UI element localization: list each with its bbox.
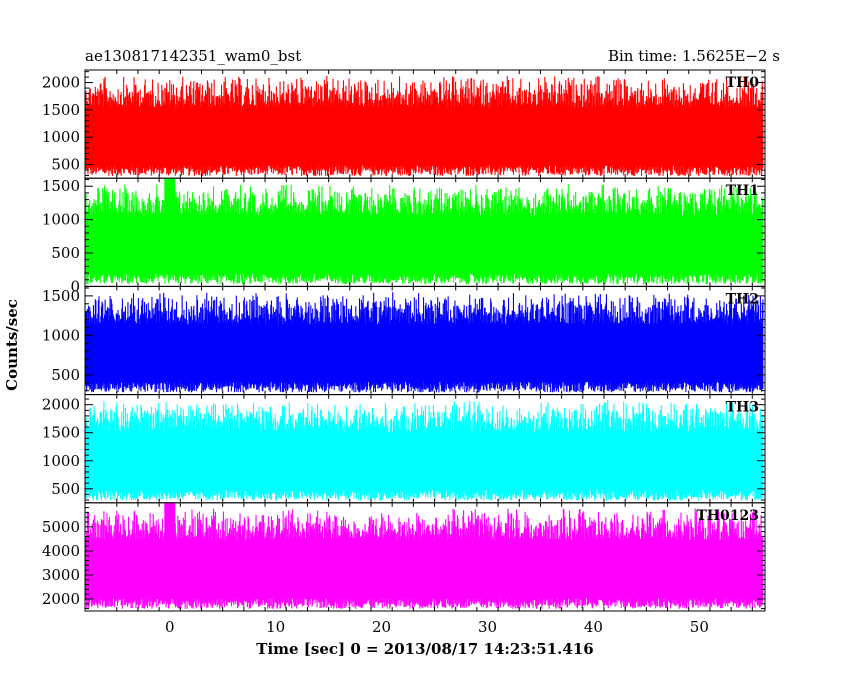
y-tick-label: 2000 xyxy=(42,396,80,414)
series-th0123 xyxy=(85,502,764,609)
y-tick-label: 0 xyxy=(70,277,80,295)
y-axis-label: Counts/sec xyxy=(3,299,21,391)
panel-label-th1: TH1 xyxy=(726,183,759,199)
y-tick-label: 500 xyxy=(51,156,80,174)
panel-th2: 500 1000 1500 TH2 xyxy=(42,285,766,396)
series-th3 xyxy=(85,400,764,501)
y-tick-label: 500 xyxy=(51,480,80,498)
x-tick-label: 20 xyxy=(372,618,391,636)
panel-th3: 500 1000 1500 2000 TH3 xyxy=(42,394,766,504)
series-core-th3 xyxy=(86,443,763,490)
series-core-th1 xyxy=(86,226,763,274)
y-tick-label: 1500 xyxy=(42,424,80,442)
y-tick-label: 1000 xyxy=(42,326,80,344)
panel-label-th2: TH2 xyxy=(726,291,759,307)
y-tick-label: 1500 xyxy=(42,287,80,305)
x-tick-label: 40 xyxy=(584,618,603,636)
panel-th1: 0 500 1000 1500 TH1 xyxy=(42,177,766,295)
panel-th0123: 2000 3000 4000 5000 TH0123 0 10 20 30 40 50 xyxy=(42,502,766,636)
y-tick-label: 1500 xyxy=(42,101,80,119)
series-th0 xyxy=(85,75,764,176)
y-tick-label: 1500 xyxy=(42,177,80,195)
x-axis-label: Time [sec] 0 = 2013/08/17 14:23:51.416 xyxy=(256,640,593,658)
x-tick-label: 0 xyxy=(165,618,175,636)
y-tick-label: 1000 xyxy=(42,211,80,229)
x-tick-label: 10 xyxy=(266,618,285,636)
file-name-title: ae130817142351_wam0_bst xyxy=(85,47,301,65)
panel-label-th0123: TH0123 xyxy=(696,508,759,524)
y-tick-label: 3000 xyxy=(42,566,80,584)
y-tick-label: 5000 xyxy=(42,518,80,536)
y-tick-label: 500 xyxy=(51,366,80,384)
series-th2 xyxy=(85,292,764,393)
y-tick-label: 4000 xyxy=(42,542,80,560)
series-core-th0123 xyxy=(86,551,763,599)
series-core-th0 xyxy=(86,118,763,166)
x-tick-label: 50 xyxy=(690,618,709,636)
panel-label-th3: TH3 xyxy=(726,400,759,416)
y-tick-label: 500 xyxy=(51,244,80,262)
panel-frame xyxy=(84,502,766,612)
series-core-th2 xyxy=(86,335,763,382)
bin-time-label: Bin time: 1.5625E−2 s xyxy=(608,47,780,65)
x-tick-label: 30 xyxy=(478,618,497,636)
y-tick-label: 2000 xyxy=(42,590,80,608)
series-th1 xyxy=(85,178,764,285)
y-tick-label: 1000 xyxy=(42,128,80,146)
y-tick-label: 1000 xyxy=(42,452,80,470)
y-tick-label: 2000 xyxy=(42,74,80,92)
panel-label-th0: TH0 xyxy=(726,75,760,91)
